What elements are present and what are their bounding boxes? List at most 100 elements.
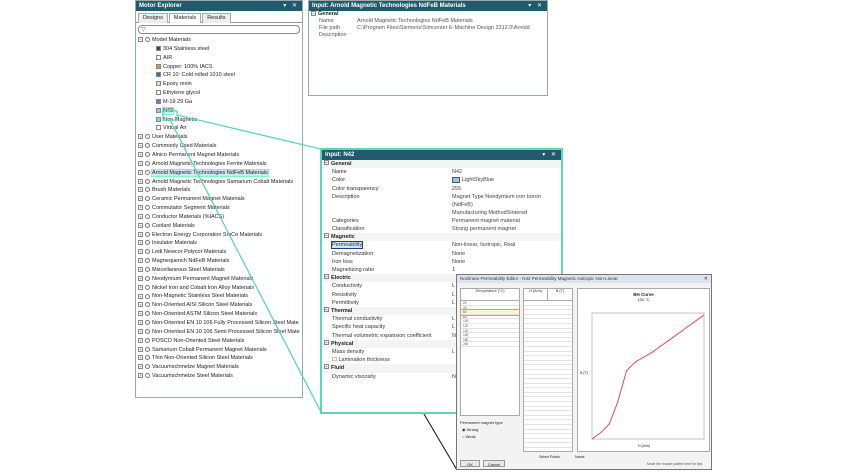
- bh-point-row[interactable]: [524, 420, 572, 426]
- panel-controls-icon[interactable]: ▾ ✕: [542, 152, 558, 158]
- expand-icon[interactable]: +: [138, 240, 143, 246]
- tree-item[interactable]: + Commutator Segment Materials: [136, 204, 302, 213]
- bh-point-row[interactable]: [524, 407, 572, 412]
- property-row[interactable]: Dynamic viscosity N: [322, 373, 561, 381]
- tree-item[interactable]: CR 10: Cold rolled 1010 steel: [136, 71, 302, 80]
- expand-icon[interactable]: +: [138, 364, 143, 370]
- tab-designs[interactable]: Designs: [138, 13, 168, 23]
- property-row[interactable]: Name N42: [322, 168, 561, 176]
- property-value[interactable]: L: [452, 299, 561, 307]
- property-row[interactable]: Classification Strong permanent magnet: [322, 225, 561, 233]
- collapse-icon[interactable]: −: [324, 233, 329, 239]
- tree-item[interactable]: + Arnold Magnetic Technologies Ferrite Ma…: [136, 160, 302, 169]
- ok-button[interactable]: OK: [460, 460, 480, 467]
- tree-item[interactable]: + Non-Oriented EN 10 106 Fully Processed …: [136, 319, 302, 328]
- tree-item[interactable]: + Insulator Materials: [136, 239, 302, 248]
- property-row[interactable]: Permittivity L: [322, 299, 561, 307]
- bh-point-row[interactable]: [524, 329, 572, 334]
- expand-icon[interactable]: +: [138, 249, 143, 255]
- property-row[interactable]: Permeability Non-linear, Isotropic, Real: [322, 241, 561, 250]
- tree-item[interactable]: + Nickel Iron and Cobalt Iron Alloy Mater…: [136, 284, 302, 293]
- expand-icon[interactable]: +: [138, 266, 143, 272]
- bh-point-row[interactable]: [524, 356, 572, 361]
- property-row[interactable]: Specific heat capacity L: [322, 323, 561, 331]
- temperature-row[interactable]: 200: [461, 342, 519, 347]
- property-value[interactable]: Non-linear, Isotropic, Real: [452, 241, 561, 249]
- temperature-row[interactable]: 120: [461, 324, 519, 329]
- property-row[interactable]: Mass density L: [322, 348, 561, 356]
- collapse-icon[interactable]: −: [138, 37, 143, 43]
- prop-row[interactable]: Name Arnold Magnetic Technologies NdFeB M…: [309, 18, 547, 25]
- tab-results[interactable]: Results: [202, 13, 231, 23]
- bh-point-row[interactable]: [524, 443, 572, 448]
- tree-item[interactable]: − Model Materials: [136, 36, 302, 45]
- expand-icon[interactable]: +: [138, 160, 143, 166]
- property-row[interactable]: Iron loss None: [322, 258, 561, 266]
- temperature-row[interactable]: 60: [460, 309, 520, 316]
- property-row[interactable]: Color LightSkyBlue: [322, 176, 561, 184]
- property-row[interactable]: ☐ Lamination thickness: [322, 356, 561, 364]
- expand-icon[interactable]: +: [138, 222, 143, 228]
- panel-controls-icon[interactable]: ▾ ✕: [283, 3, 299, 9]
- lamination-checkbox[interactable]: ☐: [332, 357, 339, 364]
- expand-icon[interactable]: +: [138, 187, 143, 193]
- collapse-icon[interactable]: −: [324, 274, 329, 280]
- bh-point-row[interactable]: [524, 393, 572, 398]
- property-row[interactable]: Categories Permanent magnet material: [322, 217, 561, 225]
- collapse-icon[interactable]: −: [324, 307, 329, 313]
- bh-point-row[interactable]: [524, 361, 572, 366]
- property-value[interactable]: Strong permanent magnet: [452, 225, 561, 233]
- tree-item[interactable]: + POSCO Non-Oriented Steel Materials: [136, 337, 302, 346]
- tree-item[interactable]: + Magnequench NdFeB Materials: [136, 257, 302, 266]
- expand-icon[interactable]: +: [138, 196, 143, 202]
- tree-item[interactable]: + Arnold Magnetic Technologies NdFeB Mate…: [136, 168, 302, 178]
- radio-weak[interactable]: ○ Weak: [462, 434, 476, 439]
- tree-item[interactable]: M-19 29 Ga: [136, 98, 302, 107]
- expand-icon[interactable]: +: [138, 328, 143, 334]
- tree-item[interactable]: + User Materials: [136, 133, 302, 142]
- bh-point-row[interactable]: [524, 347, 572, 352]
- section-general[interactable]: − General: [311, 11, 339, 17]
- property-group[interactable]: − General: [322, 160, 561, 169]
- property-row[interactable]: Description Magnet Type Neodymium iron bo…: [322, 193, 561, 217]
- tree-item[interactable]: + Arnold Magnetic Technologies Samarium C…: [136, 178, 302, 187]
- tree-item[interactable]: + Vacuumschmelze Steel Materials: [136, 372, 302, 381]
- expand-icon[interactable]: +: [138, 169, 143, 175]
- expand-icon[interactable]: +: [138, 258, 143, 264]
- tree-item[interactable]: + Vacuumschmelze Magnet Materials: [136, 363, 302, 372]
- property-value[interactable]: L: [452, 282, 561, 290]
- expand-icon[interactable]: +: [138, 355, 143, 361]
- tree-item[interactable]: AIR: [136, 54, 302, 63]
- bh-point-row[interactable]: [524, 338, 572, 343]
- collapse-icon[interactable]: −: [324, 160, 329, 165]
- tree-item[interactable]: + Miscellaneous Steel Materials: [136, 266, 302, 275]
- tree-item[interactable]: + Coolant Materials: [136, 222, 302, 231]
- expand-icon[interactable]: +: [138, 134, 143, 140]
- expand-icon[interactable]: +: [138, 213, 143, 219]
- tree-item[interactable]: + Ceramic Permanent Magnet Materials: [136, 195, 302, 204]
- expand-icon[interactable]: +: [138, 275, 143, 281]
- property-row[interactable]: Thermal conductivity L: [322, 315, 561, 323]
- property-row[interactable]: Demagnetization None: [322, 250, 561, 258]
- expand-icon[interactable]: +: [138, 373, 143, 379]
- tree-item[interactable]: + Thin Non-Oriented Silicon Steel Materia…: [136, 354, 302, 363]
- expand-icon[interactable]: +: [138, 293, 143, 299]
- panel-controls-icon[interactable]: ▾ ✕: [528, 3, 544, 9]
- expand-icon[interactable]: +: [138, 231, 143, 237]
- bh-point-row[interactable]: [524, 425, 572, 430]
- expand-icon[interactable]: +: [138, 346, 143, 352]
- tree-item[interactable]: + Lodi Newcor Polycor Materials: [136, 248, 302, 257]
- expand-icon[interactable]: +: [138, 205, 143, 211]
- tree-item[interactable]: Copper: 100% IACS: [136, 63, 302, 72]
- prop-row[interactable]: File path C:\Program Files\Siemens\Simcen…: [309, 25, 547, 32]
- property-value[interactable]: None: [452, 250, 561, 258]
- temperature-row[interactable]: 40: [461, 306, 519, 311]
- tree-item[interactable]: Epoxy resin: [136, 80, 302, 89]
- bh-point-row[interactable]: [524, 310, 572, 315]
- property-group[interactable]: − Fluid: [322, 364, 561, 373]
- expand-icon[interactable]: +: [138, 320, 143, 326]
- property-value[interactable]: 255: [452, 185, 561, 193]
- tree-item[interactable]: Non-Magnetic: [136, 116, 302, 125]
- bh-point-row[interactable]: [524, 370, 572, 375]
- temperature-table[interactable]: Temperature (°C) 20 40 60 80 100 120 140 160 180…: [460, 288, 520, 416]
